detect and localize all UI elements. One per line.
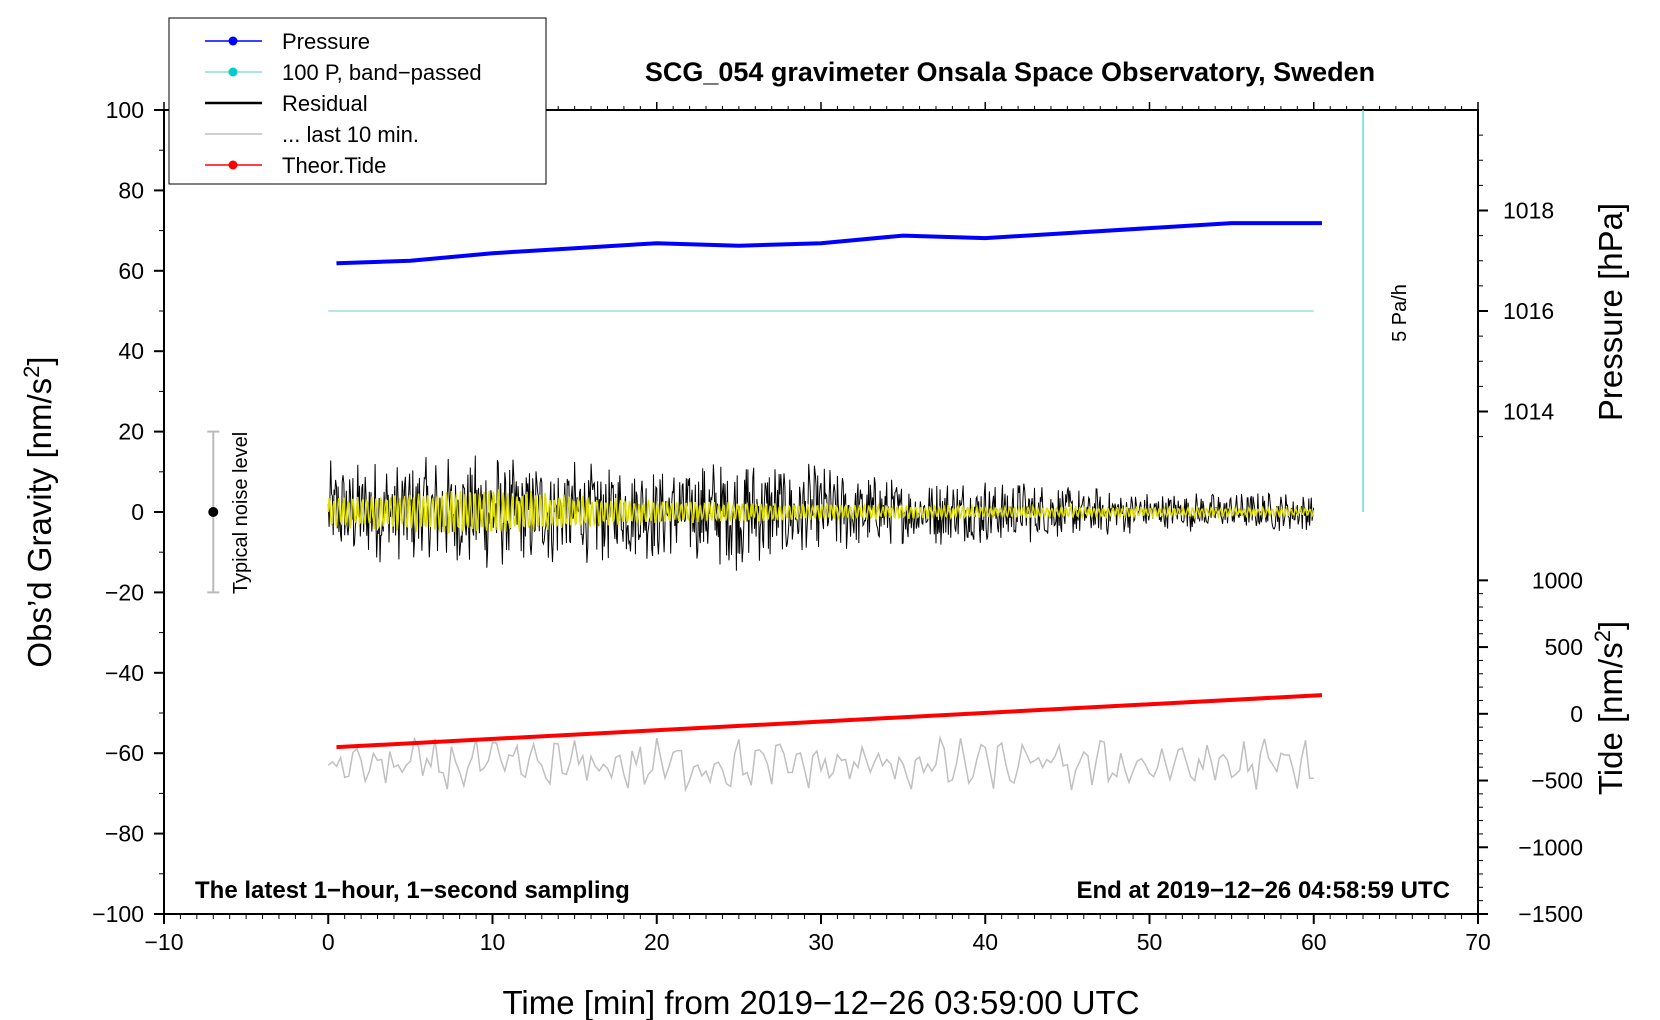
tide-tick-label: 1000 xyxy=(1532,567,1583,593)
x-tick-label: 50 xyxy=(1137,929,1163,955)
legend-label: ... last 10 min. xyxy=(282,122,419,147)
annotation-bottom-left: The latest 1−hour, 1−second sampling xyxy=(195,877,630,904)
rate-bar-label: 5 Pa/h xyxy=(1389,284,1411,342)
pressure-axis-title: Pressure [hPa] xyxy=(1592,203,1629,421)
chart-title: SCG_054 gravimeter Onsala Space Observat… xyxy=(645,57,1375,87)
x-tick-label: −10 xyxy=(144,929,183,955)
pressure-axis-ticks: 1018 1016 1014 xyxy=(1478,134,1554,438)
y-tick-label: −20 xyxy=(105,579,144,605)
series-layer xyxy=(327,221,1323,793)
legend-swatch-marker xyxy=(228,160,238,170)
pressure-tick-label: 1018 xyxy=(1503,198,1554,224)
y-tick-label: 100 xyxy=(106,97,144,123)
y-tick-label: 20 xyxy=(118,419,144,445)
tide-tick-label: −1500 xyxy=(1518,901,1583,927)
tide-tick-label: 0 xyxy=(1570,701,1583,727)
legend-label: Residual xyxy=(282,91,368,116)
annotation-bottom-right: End at 2019−12−26 04:58:59 UTC xyxy=(1076,877,1450,904)
pressure-tick-label: 1016 xyxy=(1503,298,1554,324)
y-tick-label: −100 xyxy=(92,901,144,927)
y-tick-label: 0 xyxy=(131,499,144,525)
x-axis-title: Time [min] from 2019−12−26 03:59:00 UTC xyxy=(502,984,1139,1020)
x-tick-label: 70 xyxy=(1465,929,1491,955)
rate-bar: 5 Pa/h xyxy=(1362,110,1411,512)
legend-swatch-marker xyxy=(228,36,238,46)
legend-box xyxy=(168,17,547,185)
y-tick-label: 40 xyxy=(118,338,144,364)
y-tick-label: −60 xyxy=(105,740,144,766)
series-tide-line xyxy=(336,693,1323,750)
y-axis-left-title: Obs’d Gravity [nm/s2] xyxy=(19,356,58,667)
x-tick-label: 20 xyxy=(644,929,670,955)
noise-level-indicator: Typical noise level xyxy=(207,430,252,594)
x-tick-label: 30 xyxy=(808,929,834,955)
x-tick-label: 0 xyxy=(322,929,335,955)
pressure-tick-label: 1014 xyxy=(1503,399,1554,425)
tide-axis-title: Tide [nm/s2] xyxy=(1590,621,1629,795)
y-axis-left-ticks: 100 80 60 40 20 0 −20 −40 −60 −80 −100 xyxy=(92,97,164,927)
series-pressure-line xyxy=(336,221,1322,266)
y-tick-label: −40 xyxy=(105,660,144,686)
legend-label: Theor.Tide xyxy=(282,153,386,178)
series-last-10-min-line xyxy=(327,734,1314,793)
x-tick-label: 60 xyxy=(1301,929,1327,955)
tide-tick-label: −500 xyxy=(1531,768,1583,794)
noise-level-label: Typical noise level xyxy=(230,432,252,594)
noise-level-dot xyxy=(208,507,219,517)
legend-label: 100 P, band−passed xyxy=(282,60,482,85)
y-tick-label: 60 xyxy=(118,258,144,284)
y-tick-label: −80 xyxy=(105,821,144,847)
legend: Pressure 100 P, band−passed Residual ... la… xyxy=(168,17,547,185)
y-tick-label: 80 xyxy=(118,177,144,203)
x-tick-label: 10 xyxy=(480,929,506,955)
series-residual-smoothed-line xyxy=(327,489,1315,534)
tide-axis-ticks: 1000 500 0 −500 −1000 −1500 xyxy=(1478,567,1583,927)
legend-swatch-marker xyxy=(228,67,238,77)
legend-label: Pressure xyxy=(282,29,370,54)
x-tick-label: 40 xyxy=(972,929,998,955)
x-axis-ticks: −10 0 10 20 30 40 50 60 70 xyxy=(144,102,1491,955)
tide-tick-label: 500 xyxy=(1545,634,1583,660)
tide-tick-label: −1000 xyxy=(1518,834,1583,860)
